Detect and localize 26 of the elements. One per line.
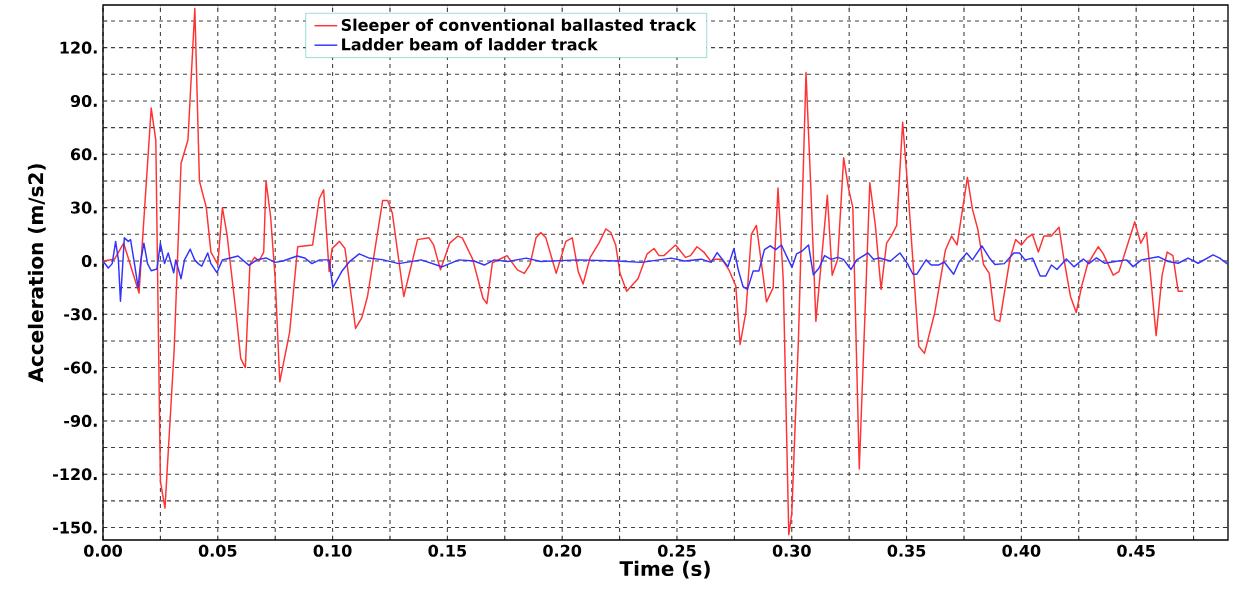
y-tick-label: 90. xyxy=(70,94,97,108)
x-tick-label: 0.10 xyxy=(313,544,352,557)
y-tick-label: -120. xyxy=(53,468,97,481)
x-tick-label: 0.15 xyxy=(428,544,467,557)
y-tick-label: 120. xyxy=(60,41,97,54)
x-tick-label: 0.25 xyxy=(658,544,696,557)
line-series xyxy=(103,7,1184,536)
x-tick-label: 0.00 xyxy=(84,544,122,557)
x-tick-label: 0.30 xyxy=(772,544,811,557)
y-tick-label: -30. xyxy=(64,308,97,321)
y-tick-label: 60. xyxy=(70,148,97,161)
legend-label: Sleeper of conventional ballasted track xyxy=(341,18,697,35)
y-tick-label: -150. xyxy=(53,521,97,534)
x-tick-label: 0.05 xyxy=(198,544,237,557)
x-tick-label: 0.40 xyxy=(1002,544,1041,557)
x-tick-label: 0.45 xyxy=(1117,544,1155,557)
x-axis-title: Time (s) xyxy=(619,560,710,579)
x-tick-label: 0.35 xyxy=(887,544,926,557)
y-tick-label: -90. xyxy=(64,414,97,427)
x-tick-label: 0.20 xyxy=(543,544,582,557)
y-tick-label: 30. xyxy=(71,201,97,214)
y-axis-title: Acceleration (m/s2) xyxy=(27,164,46,383)
y-tick-label: 0. xyxy=(81,254,97,267)
y-tick-label: -60. xyxy=(64,361,97,374)
legend-label: Ladder beam of ladder track xyxy=(342,38,598,51)
line-series xyxy=(103,237,1228,303)
